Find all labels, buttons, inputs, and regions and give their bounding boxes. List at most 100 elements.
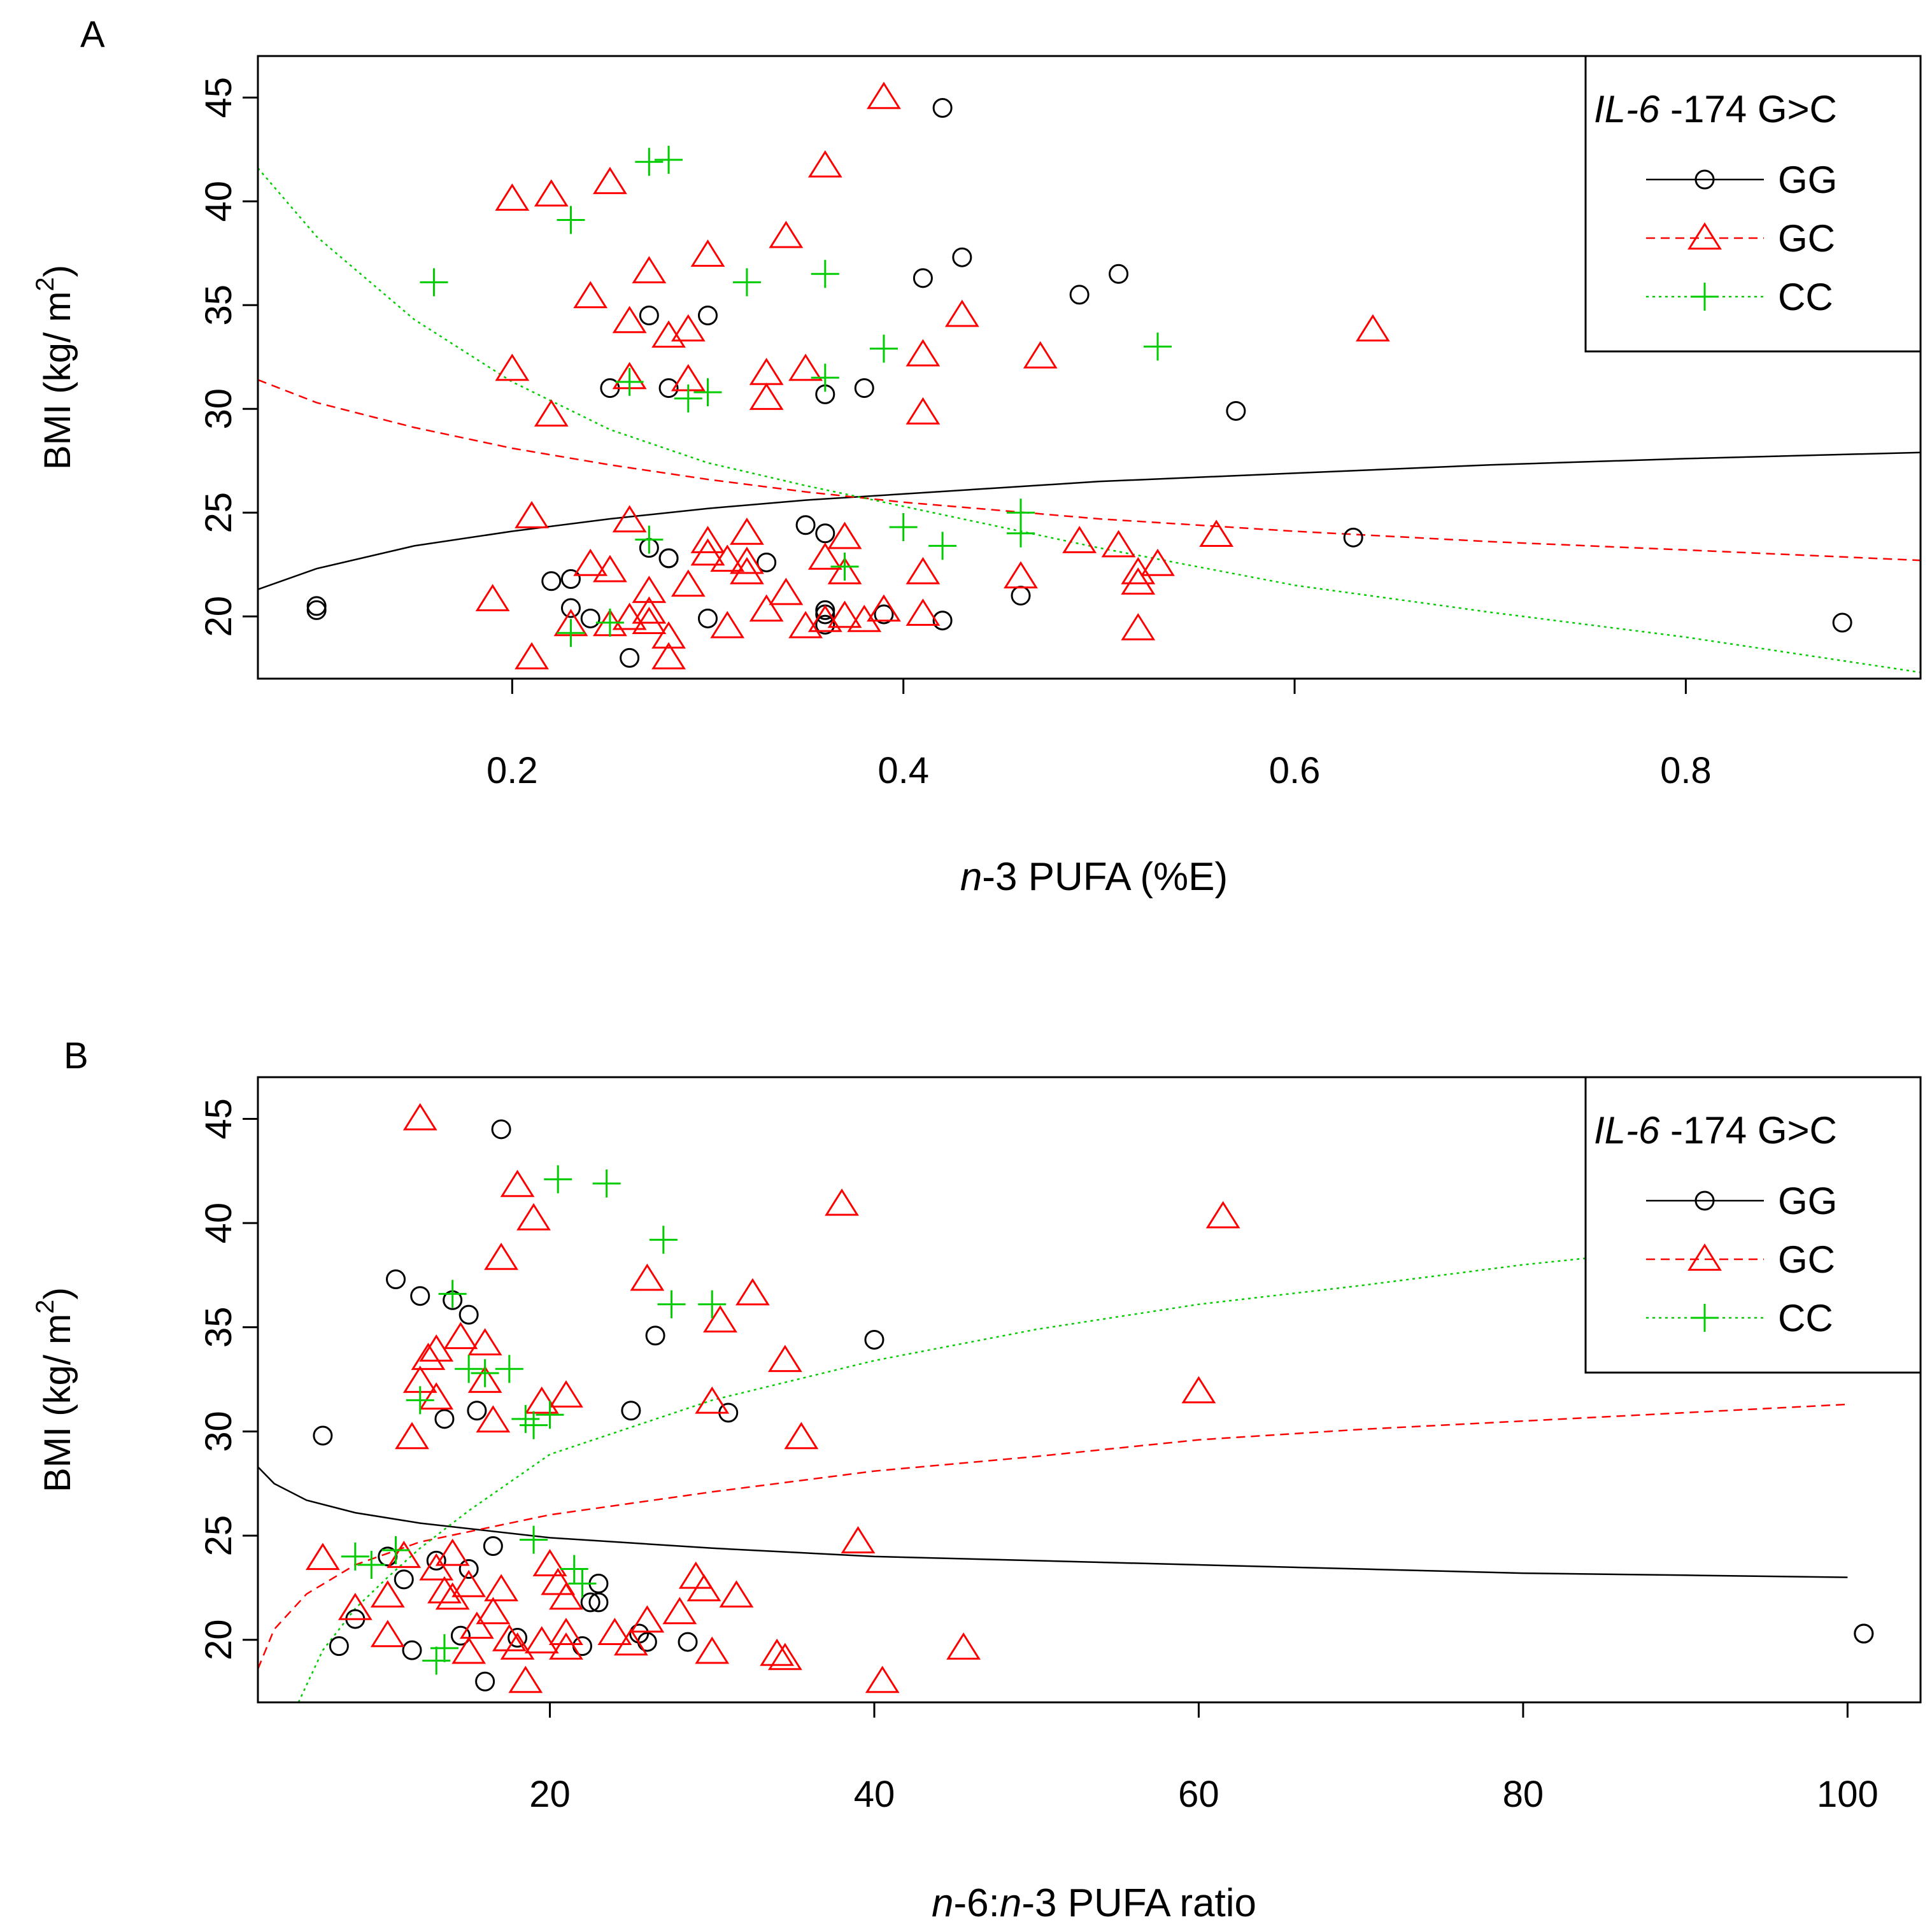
panel-b-fit-line-gg — [257, 1466, 1848, 1578]
panel-b-point-gg — [458, 1304, 479, 1325]
panel-b-point-cc — [649, 1226, 678, 1254]
panel-b-y-axis-label: BMI (kg/ m2) — [31, 1287, 78, 1492]
panel-a-legend-label-gc: GC — [1778, 217, 1835, 260]
panel-a-point-gc — [944, 299, 979, 327]
panel-a-point-gg — [639, 306, 659, 325]
panel-a-point-gg — [913, 268, 933, 288]
panel-b-point-gc — [524, 1386, 559, 1414]
panel-b-point-gg — [426, 1550, 446, 1571]
panel-b-point-cc — [381, 1536, 410, 1565]
panel-a-point-gc — [690, 526, 725, 553]
panel-b-point-gg — [483, 1536, 503, 1556]
panel-a-point-gc — [807, 604, 842, 632]
panel-b-point-cc — [495, 1355, 523, 1383]
panel-b-point-cc — [657, 1290, 686, 1318]
panel-b-x-tick-label: 100 — [1817, 1774, 1879, 1815]
panel-a-point-gg — [306, 596, 327, 616]
panel-b-point-gc — [419, 1382, 454, 1410]
panel-a-fit-line-cc — [257, 167, 1921, 674]
panel-a-point-gc — [906, 397, 941, 425]
panel-a-point-gc — [1121, 567, 1156, 595]
panel-b-point-gg — [313, 1425, 333, 1446]
panel-b-point-gc — [1205, 1201, 1240, 1229]
panel-a-x-axis-label-rest: -3 PUFA (%E) — [982, 855, 1228, 899]
panel-b-point-cc — [560, 1555, 588, 1583]
panel-a-point-gg — [1109, 264, 1129, 284]
panel-a-point-gc — [847, 604, 882, 632]
panel-b-plot-frame — [257, 1076, 1922, 1704]
panel-b-point-gc — [825, 1188, 859, 1216]
panel-a-point-gc — [573, 281, 608, 309]
panel-b-point-gc — [613, 1628, 648, 1656]
panel-b-point-gc — [946, 1632, 981, 1660]
panel-a-point-gc — [612, 505, 647, 533]
panel-b-point-gc — [443, 1322, 478, 1350]
panel-a-point-gc — [534, 179, 569, 207]
panel-b-point-gc — [760, 1638, 795, 1666]
panel-b-point-gc — [735, 1278, 770, 1306]
panel-b-point-gc — [467, 1328, 502, 1355]
panel-b-point-gc — [492, 1623, 527, 1651]
panel-a-point-gc — [632, 576, 667, 604]
panel-a-x-axis-label-italic: n — [960, 855, 982, 899]
panel-a-point-cc — [674, 384, 702, 413]
panel-b-point-gg — [402, 1640, 422, 1660]
panel-a-point-gg — [560, 598, 581, 618]
panel-b-legend-title-gene: IL-6 — [1594, 1109, 1660, 1152]
panel-b-point-gc — [411, 1343, 446, 1370]
panel-a-plot-frame — [257, 55, 1922, 680]
panel-a-point-gc — [515, 500, 549, 528]
panel-b-point-gc — [500, 1169, 535, 1198]
panel-b-point-cc — [471, 1359, 499, 1387]
panel-a: A 0.2 0.4 0.6 0.8 20 25 30 35 40 45 n-3 PUFA (%E)… — [31, 14, 1922, 899]
panel-a-point-gg — [620, 647, 640, 668]
panel-b-point-gc — [549, 1582, 583, 1610]
panel-a-point-gc — [475, 584, 510, 612]
panel-b-point-gc — [686, 1574, 721, 1602]
panel-b-point-gc — [484, 1574, 519, 1602]
panel-b-x-tick-label: 40 — [854, 1774, 895, 1815]
panel-a-point-gg — [756, 552, 777, 572]
panel-a-point-gg — [1069, 285, 1090, 305]
panel-b-point-cc — [341, 1542, 369, 1571]
panel-a-x-tick-label: 0.6 — [1269, 750, 1321, 791]
panel-a-point-cc — [732, 268, 761, 297]
panel-b-point-gc — [395, 1422, 429, 1450]
panel-b-point-gc — [402, 1103, 437, 1131]
panel-a-point-gc — [749, 383, 784, 410]
panel-b-point-gc — [549, 1380, 583, 1408]
panel-a-y-axis-label-close: ) — [37, 265, 78, 277]
panel-a-point-gc — [593, 167, 627, 194]
panel-b-point-gg — [580, 1592, 600, 1613]
panel-a-legend: IL-6 -174 G>C GG GC CC — [1584, 55, 1922, 353]
panel-b-x-tick-label: 60 — [1178, 1774, 1219, 1815]
panel-b-x-axis-label-italic: n — [932, 1881, 953, 1925]
panel-a-point-gc — [906, 339, 941, 367]
panel-b-point-gc — [630, 1263, 665, 1291]
panel-a-point-gc — [651, 621, 686, 649]
panel-a-x-tick-label: 0.2 — [487, 750, 538, 791]
panel-a-point-gc — [690, 538, 725, 566]
panel-b-point-gc — [459, 1611, 494, 1639]
panel-b-point-cc — [430, 1634, 458, 1662]
panel-a-label: A — [80, 14, 105, 55]
panel-a-legend-marker-cc — [1691, 283, 1719, 311]
panel-a-y-tick-label: 35 — [198, 285, 239, 326]
panel-a-point-gc — [495, 183, 530, 211]
panel-b-point-cc — [406, 1386, 434, 1415]
panel-b-point-gc — [865, 1665, 900, 1693]
panel-b-point-gg — [434, 1409, 455, 1429]
panel-a-point-cc — [1006, 519, 1035, 548]
panel-a-point-gg — [932, 611, 953, 631]
panel-a-point-gc — [671, 314, 706, 342]
panel-a-point-gc — [1121, 612, 1156, 640]
panel-a-point-gg — [580, 608, 600, 628]
panel-a-point-gc — [1101, 530, 1136, 558]
panel-b-label: B — [64, 1035, 89, 1077]
panel-a-point-gc — [515, 642, 549, 670]
panel-a-legend-marker-gg — [1694, 169, 1715, 190]
panel-a-point-gc — [906, 598, 941, 626]
panel-b-point-gc — [630, 1605, 665, 1633]
panel-a-point-gc — [632, 596, 667, 624]
panel-b-plot: 20 40 60 80 100 20 25 30 35 40 45 — [198, 1098, 1879, 1815]
